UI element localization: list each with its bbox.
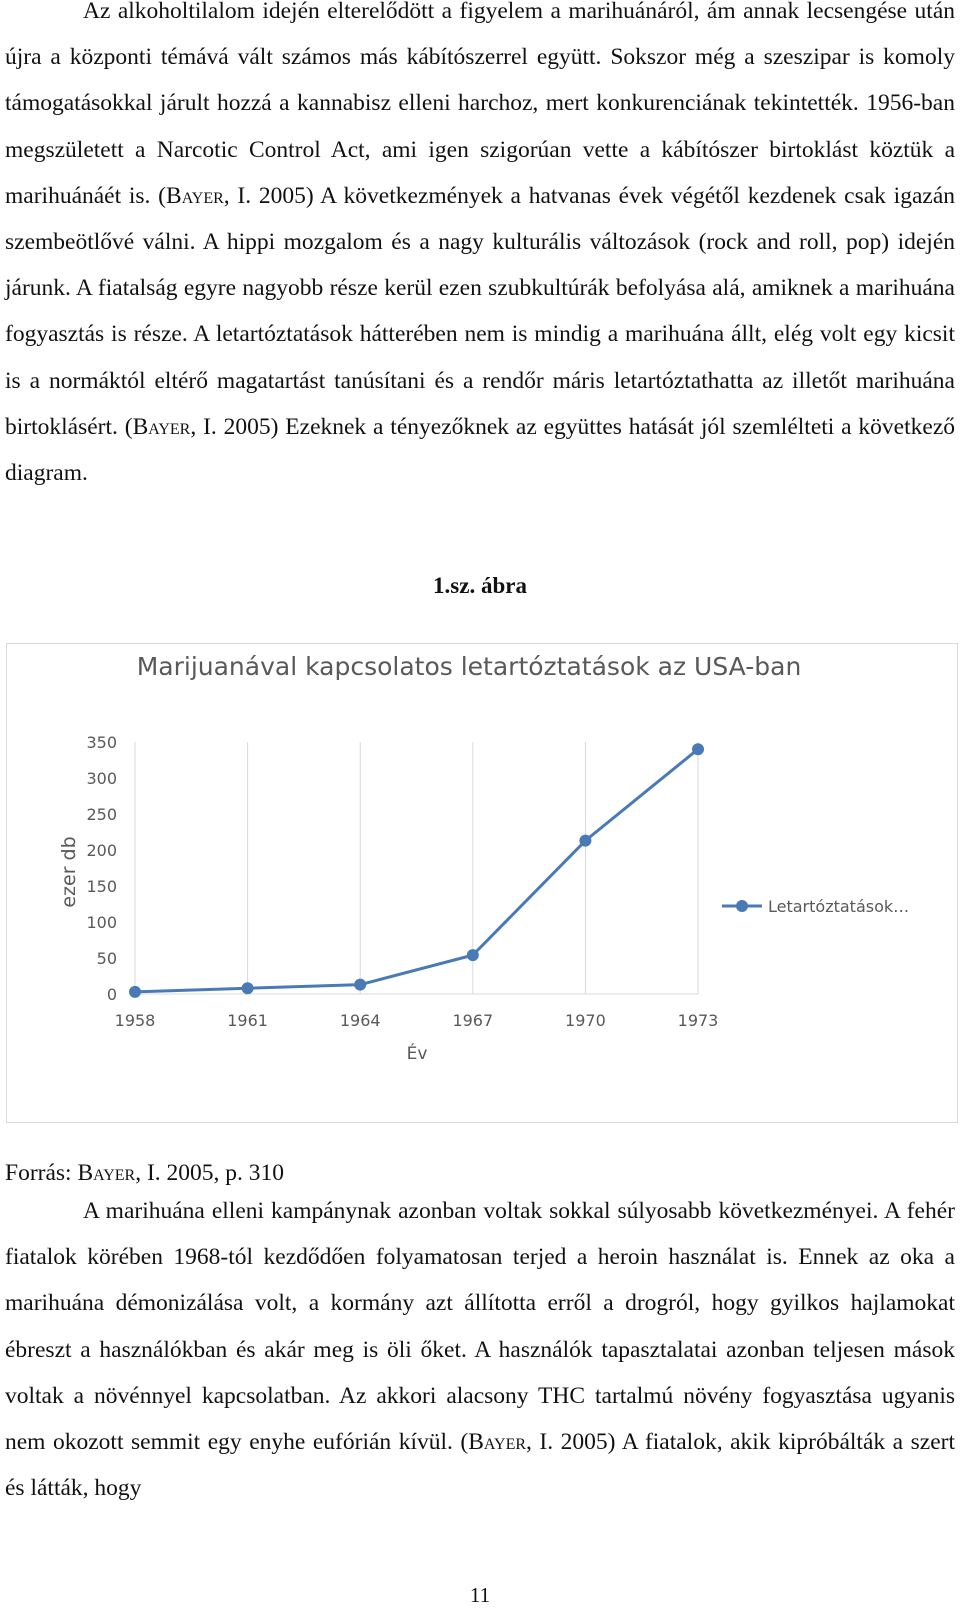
- y-tick-label: 100: [86, 913, 117, 932]
- paragraph-text: , I. 2005) Ezeknek a tényezőknek az együ…: [5, 413, 955, 487]
- data-point: [354, 978, 367, 991]
- data-point: [241, 982, 254, 995]
- y-tick-label: 50: [97, 949, 117, 968]
- legend-label: Letartóztatások…: [768, 897, 909, 916]
- x-tick-label: 1958: [115, 1011, 156, 1030]
- y-tick-label: 0: [107, 985, 117, 1004]
- source-prefix: Forrás:: [5, 1160, 78, 1186]
- x-tick-label: 1973: [678, 1011, 719, 1030]
- page-number: 11: [469, 1583, 491, 1607]
- y-axis-label: ezer db: [58, 836, 80, 907]
- y-tick-label: 250: [86, 805, 117, 824]
- source-suffix: , I. 2005, p. 310: [135, 1160, 285, 1186]
- paragraph-text: , I. 2005) A következmények a hatvanas é…: [5, 182, 955, 440]
- paragraph-text: , I. 2005) A fiatalok, akik kipróbálták …: [5, 1429, 956, 1502]
- x-axis-label: Év: [407, 1042, 428, 1064]
- paragraph-text: A marihuána elleni kampánynak azonban vo…: [5, 1198, 955, 1456]
- body-paragraph-1: Az alkoholtilalom idején elterelődött a …: [5, 0, 955, 496]
- chart-frame: Marijuanával kapcsolatos letartóztatások…: [6, 643, 958, 1123]
- y-tick-label: 350: [86, 733, 117, 752]
- y-tick-label: 200: [86, 841, 117, 860]
- citation-author: Bayer: [132, 413, 191, 440]
- body-paragraph-2: A marihuána elleni kampánynak azonban vo…: [5, 1188, 955, 1511]
- data-point: [579, 834, 592, 847]
- x-tick-label: 1961: [227, 1011, 268, 1030]
- paragraph-text: Az alkoholtilalom idején elterelődött a …: [5, 0, 955, 209]
- y-tick-label: 150: [86, 877, 117, 896]
- data-point: [466, 949, 479, 962]
- figure-caption: 1.sz. ábra: [433, 573, 527, 598]
- data-point: [692, 743, 704, 756]
- citation-author: Bayer: [166, 182, 224, 209]
- data-point: [129, 985, 141, 998]
- series-line: [134, 748, 699, 994]
- x-tick-label: 1970: [565, 1011, 606, 1030]
- x-tick-label: 1967: [452, 1011, 493, 1030]
- source-author: Bayer: [77, 1160, 136, 1186]
- x-tick-label: 1964: [340, 1011, 381, 1030]
- y-tick-label: 300: [86, 769, 117, 788]
- citation-author: Bayer: [468, 1429, 527, 1456]
- legend-marker: [736, 900, 748, 912]
- line-chart: Marijuanával kapcsolatos letartóztatások…: [58, 652, 909, 1064]
- chart-title: Marijuanával kapcsolatos letartóztatások…: [137, 652, 802, 681]
- figure-source: Forrás: Bayer, I. 2005, p. 310: [5, 1160, 284, 1187]
